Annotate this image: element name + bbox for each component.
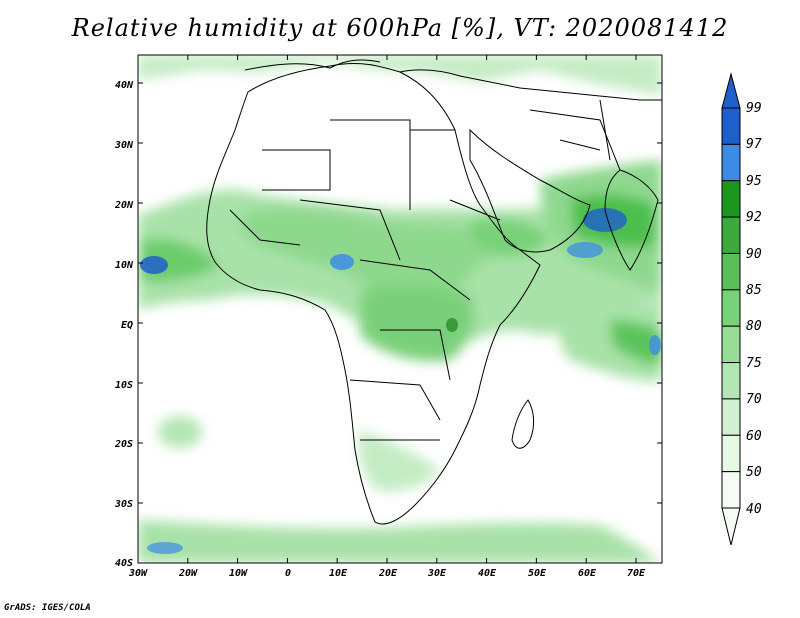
colorbar-segment — [721, 216, 741, 254]
colorbar-label: 75 — [746, 356, 762, 371]
chart-title: Relative humidity at 600hPa [%], VT: 202… — [71, 14, 729, 42]
colorbar-label: 60 — [746, 429, 762, 444]
colorbar-label: 85 — [746, 283, 762, 298]
lon-label: 60E — [578, 568, 597, 579]
colorbar-label: 40 — [746, 502, 762, 517]
map-frame — [137, 54, 663, 564]
lat-label: 40N — [115, 80, 134, 91]
lon-label: 70E — [627, 568, 646, 579]
humidity-shading — [138, 55, 662, 563]
colorbar-segment — [721, 107, 741, 145]
lat-label: 30N — [114, 140, 134, 151]
colorbar-label: 97 — [746, 137, 762, 152]
lat-label: 30S — [114, 499, 133, 510]
colorbar-label: 95 — [746, 174, 762, 189]
lon-label: 10W — [229, 568, 248, 579]
colorbar-segment — [721, 471, 741, 509]
lon-label: 50E — [528, 568, 547, 579]
colorbar-segment — [721, 289, 741, 327]
lon-label: 0 — [285, 568, 291, 579]
colorbar-segment — [721, 143, 741, 182]
colorbar-label: 80 — [746, 319, 762, 334]
colorbar-segment — [721, 398, 741, 436]
lat-label: 20N — [114, 200, 134, 211]
colorbar: 99 97 95 92 90 85 80 75 70 60 50 40 — [721, 72, 762, 546]
colorbar-segment — [721, 362, 741, 400]
lat-label: 10N — [115, 260, 134, 271]
coastlines — [206, 59, 662, 525]
lat-label: 20S — [114, 439, 133, 450]
lon-label: 10E — [329, 568, 348, 579]
lat-label: 40S — [115, 558, 133, 569]
lat-axis: 40N 30N 20N 10N EQ 10S 20S 30S 40S — [114, 80, 134, 569]
lon-label: 40E — [478, 568, 497, 579]
lon-label: 30W — [128, 568, 148, 579]
colorbar-label: 70 — [746, 392, 762, 407]
axis-ticks — [137, 55, 662, 564]
colorbar-segment — [721, 434, 741, 473]
colorbar-bottom-arrow — [721, 507, 741, 546]
lon-label: 20W — [178, 568, 198, 579]
colorbar-segment — [721, 252, 741, 291]
colorbar-segment — [721, 325, 741, 364]
colorbar-label: 99 — [746, 101, 762, 116]
colorbar-label: 50 — [746, 465, 762, 480]
colorbar-label: 92 — [746, 210, 762, 225]
colorbar-label: 90 — [746, 247, 762, 262]
lat-label: 10S — [115, 380, 133, 391]
credit-text: GrADS: IGES/COLA — [4, 603, 91, 613]
colorbar-top-arrow — [721, 72, 741, 109]
lon-label: 20E — [378, 568, 398, 579]
lon-axis: 30W 20W 10W 0 10E 20E 30E 40E 50E 60E 70… — [128, 568, 646, 579]
colorbar-segment — [721, 180, 741, 218]
lon-label: 30E — [427, 568, 447, 579]
lat-label: EQ — [121, 320, 133, 331]
